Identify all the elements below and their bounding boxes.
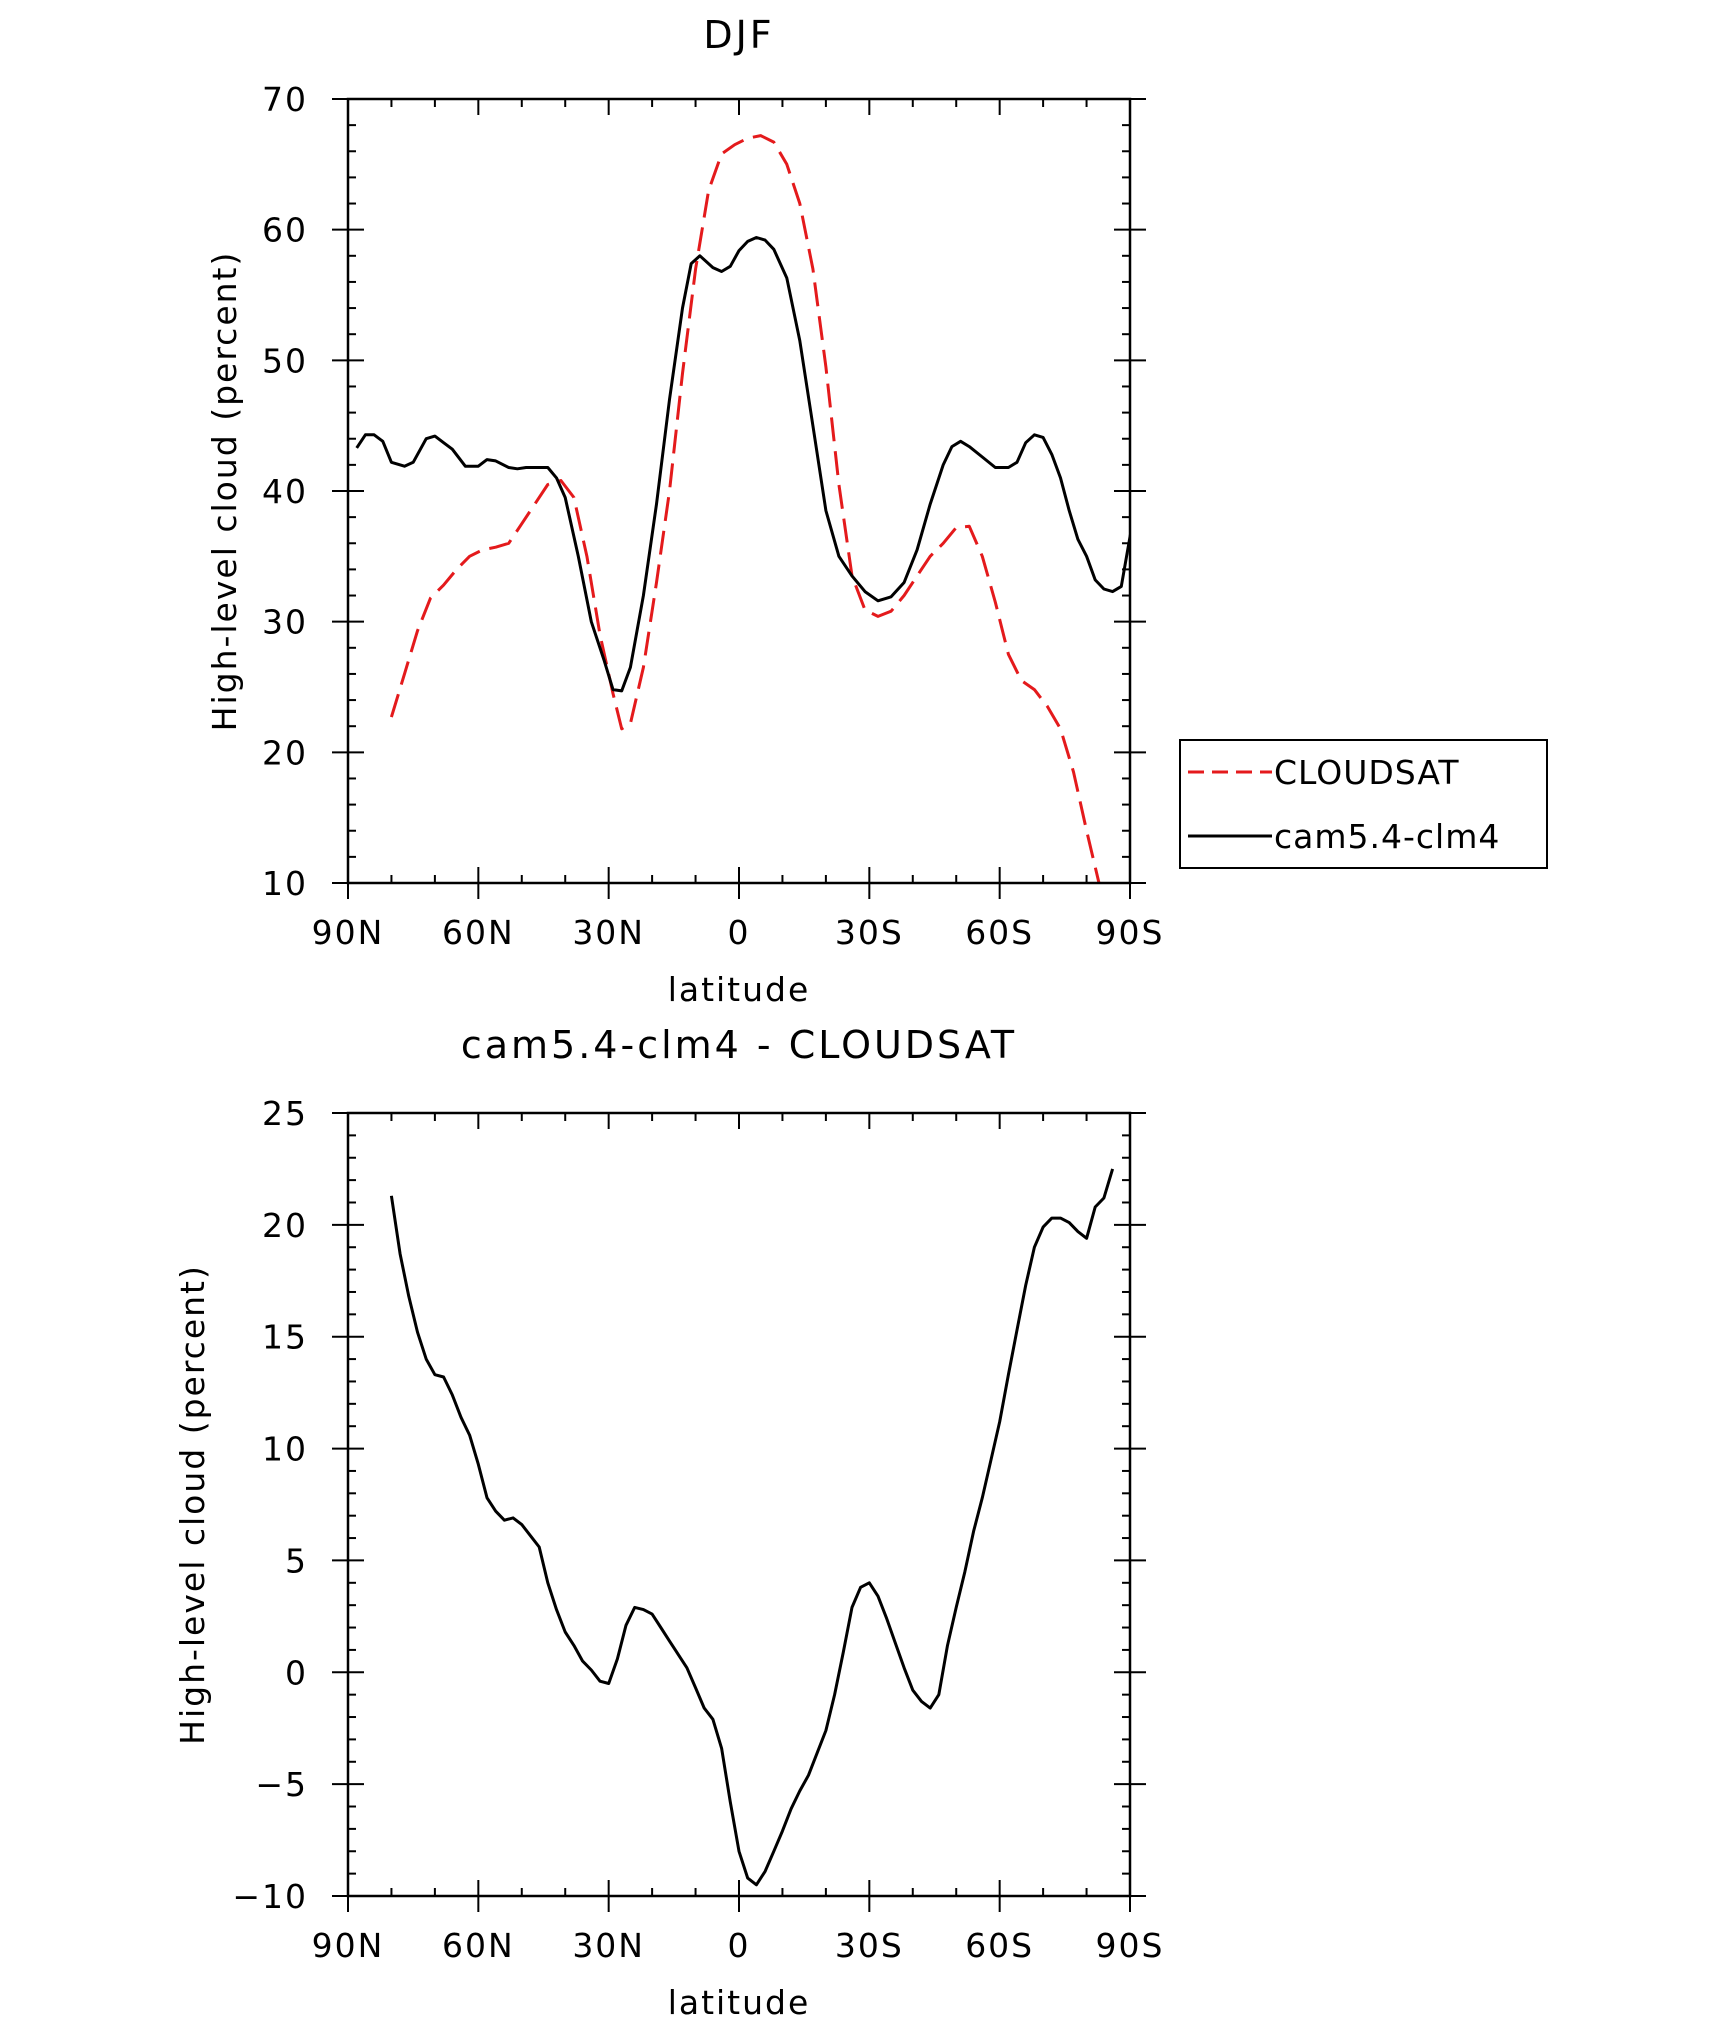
x-tick-label: 90S xyxy=(1096,1926,1165,1965)
series-line-cam5-4-clm4 xyxy=(355,236,1130,693)
top-panel-djf-chart: DJF 90N 60N 30N 0 30S 60S 90S 10 20 30 40 50 60 70 lati… xyxy=(205,13,1548,1009)
plot-frame xyxy=(346,97,1132,885)
y-tick-label: 5 xyxy=(285,1541,308,1580)
x-tick-label: 90N xyxy=(312,1926,385,1965)
series-line-cloudsat xyxy=(389,134,1101,883)
difference-series-line xyxy=(389,1168,1115,1887)
x-tick-label: 60S xyxy=(965,913,1034,952)
legend: CLOUDSAT cam5.4-clm4 xyxy=(1179,739,1548,869)
y-tick-label: −5 xyxy=(255,1765,308,1804)
y-tick-label: 10 xyxy=(262,1430,308,1469)
x-tick-label: 60S xyxy=(965,1926,1034,1965)
legend-label: cam5.4-clm4 xyxy=(1274,817,1500,856)
y-tick-label: 20 xyxy=(262,1206,308,1245)
y-tick-label: 40 xyxy=(262,472,308,511)
x-tick-label: 60N xyxy=(442,1926,515,1965)
y-tick-label: 70 xyxy=(262,80,308,119)
y-axis-label: High-level cloud (percent) xyxy=(205,251,244,732)
x-tick-label: 90S xyxy=(1096,913,1165,952)
y-tick-label: −10 xyxy=(232,1877,308,1916)
chart-title: DJF xyxy=(703,13,774,57)
chart-title: cam5.4-clm4 - CLOUDSAT xyxy=(461,1023,1017,1067)
x-tick-label: 30N xyxy=(572,1926,645,1965)
x-tick-label: 90N xyxy=(312,913,385,952)
legend-label: CLOUDSAT xyxy=(1274,753,1460,792)
x-tick-label: 60N xyxy=(442,913,515,952)
y-tick-label: 0 xyxy=(285,1653,308,1692)
y-axis-label: High-level cloud (percent) xyxy=(173,1264,212,1745)
y-tick-label: 20 xyxy=(262,733,308,772)
x-tick-label: 30S xyxy=(835,913,904,952)
y-tick-label: 15 xyxy=(262,1318,308,1357)
bottom-panel-difference-chart: cam5.4-clm4 - CLOUDSAT 90N 60N 30N 0 30S 60S 90… xyxy=(173,1023,1165,2021)
x-tick-label: 0 xyxy=(728,1926,751,1965)
y-tick-label: 25 xyxy=(262,1094,308,1133)
y-tick-label: 50 xyxy=(262,341,308,380)
y-tick-label: 10 xyxy=(262,864,308,903)
x-tick-label: 30S xyxy=(835,1926,904,1965)
x-tick-label: 30N xyxy=(572,913,645,952)
x-tick-label: 0 xyxy=(728,913,751,952)
x-axis-label: latitude xyxy=(668,1983,811,2021)
y-tick-label: 60 xyxy=(262,211,308,250)
plot-frame xyxy=(346,1111,1132,1898)
y-tick-label: 30 xyxy=(262,603,308,642)
legend-box xyxy=(1179,739,1548,869)
x-axis-label: latitude xyxy=(668,970,811,1009)
